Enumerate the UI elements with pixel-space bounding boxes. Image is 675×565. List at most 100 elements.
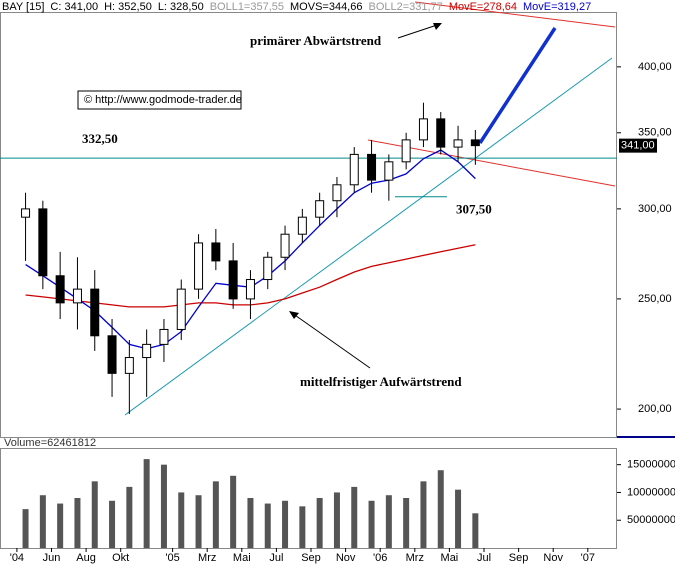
candle-body	[453, 139, 463, 148]
candle-body	[90, 288, 100, 337]
candle-body	[194, 242, 204, 290]
x-tick-label: Mai	[441, 552, 459, 564]
x-tick-label: Sep	[301, 552, 321, 564]
candle-body	[332, 184, 342, 202]
volume-bar	[230, 475, 237, 548]
volume-bar	[22, 509, 29, 548]
copyright: © http://www.godmode-trader.de	[84, 94, 242, 106]
candle-body	[142, 343, 152, 359]
candle-body	[228, 260, 238, 300]
volume-bar	[472, 513, 479, 548]
volume-bar	[455, 489, 462, 548]
volume-label: Volume=62461812	[4, 437, 96, 449]
y-tick-label: 200,00	[638, 403, 672, 415]
volume-bar	[247, 498, 254, 548]
arrow-head	[433, 23, 442, 30]
header-item: H: 352,50	[104, 1, 152, 13]
volume-bar	[385, 495, 392, 548]
price-panel	[0, 12, 617, 438]
candle-body	[263, 256, 273, 281]
candle-body	[349, 153, 359, 186]
volume-bar	[282, 500, 289, 548]
y-tick-label: 350,00	[638, 127, 672, 139]
y-tick-label: 250,00	[638, 293, 672, 305]
last-price-box	[619, 138, 657, 153]
x-tick-label: Mai	[233, 552, 251, 564]
x-tick-label: Jun	[43, 552, 61, 564]
volume-bar	[299, 506, 306, 548]
copyright-box	[77, 90, 242, 110]
volume-bar	[403, 498, 410, 548]
candle-body	[107, 335, 117, 374]
volume-bar	[420, 481, 427, 548]
level-label: 307,50	[456, 202, 492, 217]
candle-body	[159, 328, 169, 345]
candle-body	[211, 242, 221, 262]
candle-body	[384, 161, 394, 181]
y-tick-label: 300,00	[638, 203, 672, 215]
candle-body	[280, 233, 290, 258]
volume-bar	[316, 498, 323, 548]
candle-body	[245, 279, 255, 300]
volume-bar	[264, 503, 271, 548]
x-tick-label: Aug	[76, 552, 96, 564]
candle-body	[55, 275, 65, 304]
x-tick-label: Sep	[509, 552, 529, 564]
candle-body	[315, 200, 325, 218]
x-tick-label: Nov	[336, 552, 356, 564]
volume-bar	[195, 495, 202, 548]
candle-body	[21, 208, 31, 218]
arrow	[397, 23, 441, 39]
header-item: BOLL1=357,55	[210, 1, 284, 13]
volume-tick-label: 100000000	[627, 486, 675, 498]
header-item: MovE=278,64	[449, 1, 517, 13]
x-tick-label: Okt	[112, 552, 129, 564]
volume-panel	[0, 448, 617, 549]
arrow-head	[289, 311, 299, 319]
header-item: BOLL2=331,77	[368, 1, 442, 13]
x-tick-label: Jul	[269, 552, 283, 564]
candle-body	[418, 118, 428, 141]
candle-body	[367, 153, 377, 181]
volume-bar	[39, 495, 46, 548]
volume-bar	[351, 486, 358, 548]
level-label: 332,50	[82, 131, 118, 146]
header-item: C: 341,00	[50, 1, 98, 13]
volume-bar	[178, 492, 185, 548]
volume-tick-label: 150000000	[627, 459, 675, 471]
x-tick-label: Jul	[477, 552, 491, 564]
volume-tick-label: 50000000	[627, 514, 675, 526]
volume-bar	[126, 486, 133, 548]
volume-bar	[109, 500, 116, 548]
primary-downtrend-line	[414, 1, 616, 28]
candle-body	[72, 288, 82, 304]
x-tick-label: Mrz	[406, 552, 424, 564]
volume-bar	[143, 459, 150, 548]
arrow	[291, 312, 371, 369]
y-tick-label: 400,00	[638, 61, 672, 73]
header-item: L: 328,50	[158, 1, 204, 13]
volume-bar	[91, 481, 98, 548]
blue-arrow	[478, 27, 557, 144]
x-tick-label: '05	[165, 552, 179, 564]
header-item: BAY [15]	[2, 1, 44, 13]
candle-body	[470, 139, 480, 147]
volume-bar	[437, 470, 444, 548]
header-item: MovE=319,27	[523, 1, 591, 13]
candle-body	[297, 216, 307, 235]
volume-bar	[368, 500, 375, 548]
uptrend-line	[124, 57, 613, 416]
x-tick-label: Mrz	[198, 552, 216, 564]
volume-bar	[333, 492, 340, 548]
volume-bar	[57, 503, 64, 548]
annotation: mittelfristiger Aufwärtstrend	[300, 374, 462, 389]
volume-bar	[160, 464, 167, 548]
x-tick-label: '06	[373, 552, 387, 564]
x-tick-label: Nov	[543, 552, 563, 564]
candle-body	[401, 139, 411, 163]
candle-body	[38, 208, 48, 277]
x-tick-label: '07	[581, 552, 595, 564]
candle-body	[436, 118, 446, 148]
